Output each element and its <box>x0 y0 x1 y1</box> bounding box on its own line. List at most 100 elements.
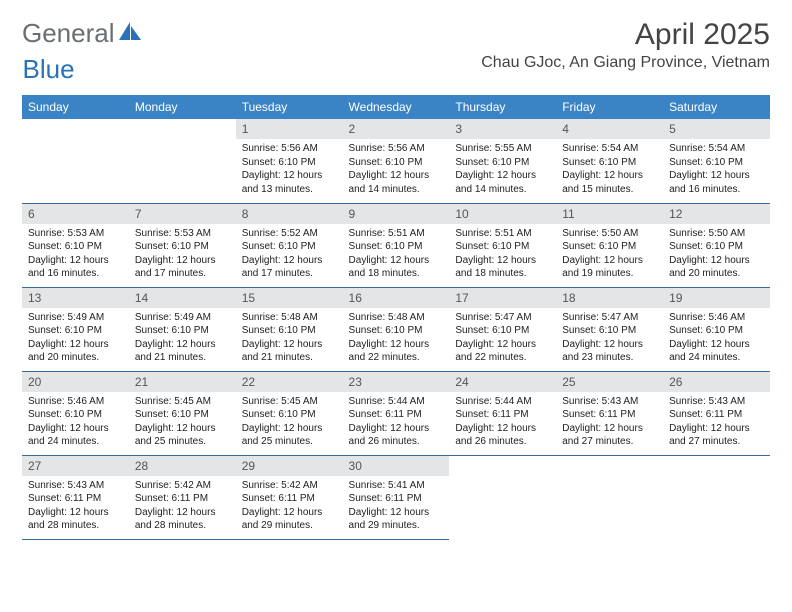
day-number: 18 <box>556 288 663 308</box>
location-text: Chau GJoc, An Giang Province, Vietnam <box>481 54 770 72</box>
day-number: 4 <box>556 119 663 139</box>
day-content: Sunrise: 5:51 AMSunset: 6:10 PMDaylight:… <box>449 224 556 287</box>
day-number: 13 <box>22 288 129 308</box>
calendar-day: 11Sunrise: 5:50 AMSunset: 6:10 PMDayligh… <box>556 203 663 287</box>
calendar-day: 28Sunrise: 5:42 AMSunset: 6:11 PMDayligh… <box>129 455 236 539</box>
weekday-header: Monday <box>129 95 236 119</box>
day-number: 11 <box>556 204 663 224</box>
day-number: 30 <box>343 456 450 476</box>
day-number: 25 <box>556 372 663 392</box>
calendar-day: 14Sunrise: 5:49 AMSunset: 6:10 PMDayligh… <box>129 287 236 371</box>
calendar-day: 21Sunrise: 5:45 AMSunset: 6:10 PMDayligh… <box>129 371 236 455</box>
day-content: Sunrise: 5:53 AMSunset: 6:10 PMDaylight:… <box>22 224 129 287</box>
day-content: Sunrise: 5:42 AMSunset: 6:11 PMDaylight:… <box>236 476 343 539</box>
day-number: 7 <box>129 204 236 224</box>
day-content: Sunrise: 5:49 AMSunset: 6:10 PMDaylight:… <box>22 308 129 371</box>
day-number: 19 <box>663 288 770 308</box>
day-number: 16 <box>343 288 450 308</box>
weekday-row: SundayMondayTuesdayWednesdayThursdayFrid… <box>22 95 770 119</box>
day-number: 14 <box>129 288 236 308</box>
calendar-day: 3Sunrise: 5:55 AMSunset: 6:10 PMDaylight… <box>449 119 556 203</box>
calendar-day-empty <box>22 119 129 203</box>
calendar-day-empty <box>449 455 556 539</box>
day-content: Sunrise: 5:56 AMSunset: 6:10 PMDaylight:… <box>343 139 450 202</box>
day-content: Sunrise: 5:47 AMSunset: 6:10 PMDaylight:… <box>449 308 556 371</box>
day-content: Sunrise: 5:48 AMSunset: 6:10 PMDaylight:… <box>343 308 450 371</box>
day-number: 2 <box>343 119 450 139</box>
calendar-day: 19Sunrise: 5:46 AMSunset: 6:10 PMDayligh… <box>663 287 770 371</box>
weekday-header: Tuesday <box>236 95 343 119</box>
day-content: Sunrise: 5:52 AMSunset: 6:10 PMDaylight:… <box>236 224 343 287</box>
day-number: 23 <box>343 372 450 392</box>
day-content: Sunrise: 5:49 AMSunset: 6:10 PMDaylight:… <box>129 308 236 371</box>
day-number: 10 <box>449 204 556 224</box>
day-number: 1 <box>236 119 343 139</box>
day-number: 28 <box>129 456 236 476</box>
calendar-day: 18Sunrise: 5:47 AMSunset: 6:10 PMDayligh… <box>556 287 663 371</box>
calendar-day: 9Sunrise: 5:51 AMSunset: 6:10 PMDaylight… <box>343 203 450 287</box>
month-title: April 2025 <box>481 18 770 52</box>
calendar-day: 20Sunrise: 5:46 AMSunset: 6:10 PMDayligh… <box>22 371 129 455</box>
day-content: Sunrise: 5:44 AMSunset: 6:11 PMDaylight:… <box>343 392 450 455</box>
calendar-day: 27Sunrise: 5:43 AMSunset: 6:11 PMDayligh… <box>22 455 129 539</box>
calendar-day: 30Sunrise: 5:41 AMSunset: 6:11 PMDayligh… <box>343 455 450 539</box>
calendar-day: 8Sunrise: 5:52 AMSunset: 6:10 PMDaylight… <box>236 203 343 287</box>
day-number: 12 <box>663 204 770 224</box>
day-content: Sunrise: 5:46 AMSunset: 6:10 PMDaylight:… <box>22 392 129 455</box>
day-content: Sunrise: 5:47 AMSunset: 6:10 PMDaylight:… <box>556 308 663 371</box>
calendar-week: 27Sunrise: 5:43 AMSunset: 6:11 PMDayligh… <box>22 455 770 539</box>
day-number: 24 <box>449 372 556 392</box>
day-number: 21 <box>129 372 236 392</box>
calendar-week: 1Sunrise: 5:56 AMSunset: 6:10 PMDaylight… <box>22 119 770 203</box>
day-content: Sunrise: 5:44 AMSunset: 6:11 PMDaylight:… <box>449 392 556 455</box>
day-content: Sunrise: 5:43 AMSunset: 6:11 PMDaylight:… <box>22 476 129 539</box>
day-content: Sunrise: 5:45 AMSunset: 6:10 PMDaylight:… <box>236 392 343 455</box>
day-content: Sunrise: 5:46 AMSunset: 6:10 PMDaylight:… <box>663 308 770 371</box>
day-number: 9 <box>343 204 450 224</box>
calendar-day: 10Sunrise: 5:51 AMSunset: 6:10 PMDayligh… <box>449 203 556 287</box>
day-number: 27 <box>22 456 129 476</box>
calendar-day: 23Sunrise: 5:44 AMSunset: 6:11 PMDayligh… <box>343 371 450 455</box>
day-number: 22 <box>236 372 343 392</box>
calendar-day: 16Sunrise: 5:48 AMSunset: 6:10 PMDayligh… <box>343 287 450 371</box>
day-content: Sunrise: 5:50 AMSunset: 6:10 PMDaylight:… <box>663 224 770 287</box>
calendar-day: 6Sunrise: 5:53 AMSunset: 6:10 PMDaylight… <box>22 203 129 287</box>
calendar-day: 25Sunrise: 5:43 AMSunset: 6:11 PMDayligh… <box>556 371 663 455</box>
day-content: Sunrise: 5:43 AMSunset: 6:11 PMDaylight:… <box>556 392 663 455</box>
day-number: 6 <box>22 204 129 224</box>
calendar-day: 29Sunrise: 5:42 AMSunset: 6:11 PMDayligh… <box>236 455 343 539</box>
day-content: Sunrise: 5:50 AMSunset: 6:10 PMDaylight:… <box>556 224 663 287</box>
day-content: Sunrise: 5:48 AMSunset: 6:10 PMDaylight:… <box>236 308 343 371</box>
calendar-day: 12Sunrise: 5:50 AMSunset: 6:10 PMDayligh… <box>663 203 770 287</box>
calendar-day: 7Sunrise: 5:53 AMSunset: 6:10 PMDaylight… <box>129 203 236 287</box>
calendar-day: 2Sunrise: 5:56 AMSunset: 6:10 PMDaylight… <box>343 119 450 203</box>
weekday-header: Sunday <box>22 95 129 119</box>
day-number: 3 <box>449 119 556 139</box>
day-number: 26 <box>663 372 770 392</box>
calendar-day: 4Sunrise: 5:54 AMSunset: 6:10 PMDaylight… <box>556 119 663 203</box>
day-content: Sunrise: 5:56 AMSunset: 6:10 PMDaylight:… <box>236 139 343 202</box>
calendar-day: 5Sunrise: 5:54 AMSunset: 6:10 PMDaylight… <box>663 119 770 203</box>
calendar-day-empty <box>129 119 236 203</box>
day-content: Sunrise: 5:51 AMSunset: 6:10 PMDaylight:… <box>343 224 450 287</box>
calendar-day-empty <box>556 455 663 539</box>
day-number: 8 <box>236 204 343 224</box>
calendar-week: 20Sunrise: 5:46 AMSunset: 6:10 PMDayligh… <box>22 371 770 455</box>
weekday-header: Wednesday <box>343 95 450 119</box>
calendar-day: 22Sunrise: 5:45 AMSunset: 6:10 PMDayligh… <box>236 371 343 455</box>
day-content: Sunrise: 5:54 AMSunset: 6:10 PMDaylight:… <box>556 139 663 202</box>
calendar-day: 26Sunrise: 5:43 AMSunset: 6:11 PMDayligh… <box>663 371 770 455</box>
day-content: Sunrise: 5:42 AMSunset: 6:11 PMDaylight:… <box>129 476 236 539</box>
day-number: 20 <box>22 372 129 392</box>
day-content: Sunrise: 5:41 AMSunset: 6:11 PMDaylight:… <box>343 476 450 539</box>
calendar-day: 15Sunrise: 5:48 AMSunset: 6:10 PMDayligh… <box>236 287 343 371</box>
day-number: 5 <box>663 119 770 139</box>
calendar-day: 24Sunrise: 5:44 AMSunset: 6:11 PMDayligh… <box>449 371 556 455</box>
logo-text-general: General <box>22 18 115 49</box>
logo-text-blue: Blue <box>23 54 75 85</box>
calendar-week: 13Sunrise: 5:49 AMSunset: 6:10 PMDayligh… <box>22 287 770 371</box>
weekday-header: Saturday <box>663 95 770 119</box>
calendar-day-empty <box>663 455 770 539</box>
weekday-header: Friday <box>556 95 663 119</box>
calendar-day: 1Sunrise: 5:56 AMSunset: 6:10 PMDaylight… <box>236 119 343 203</box>
